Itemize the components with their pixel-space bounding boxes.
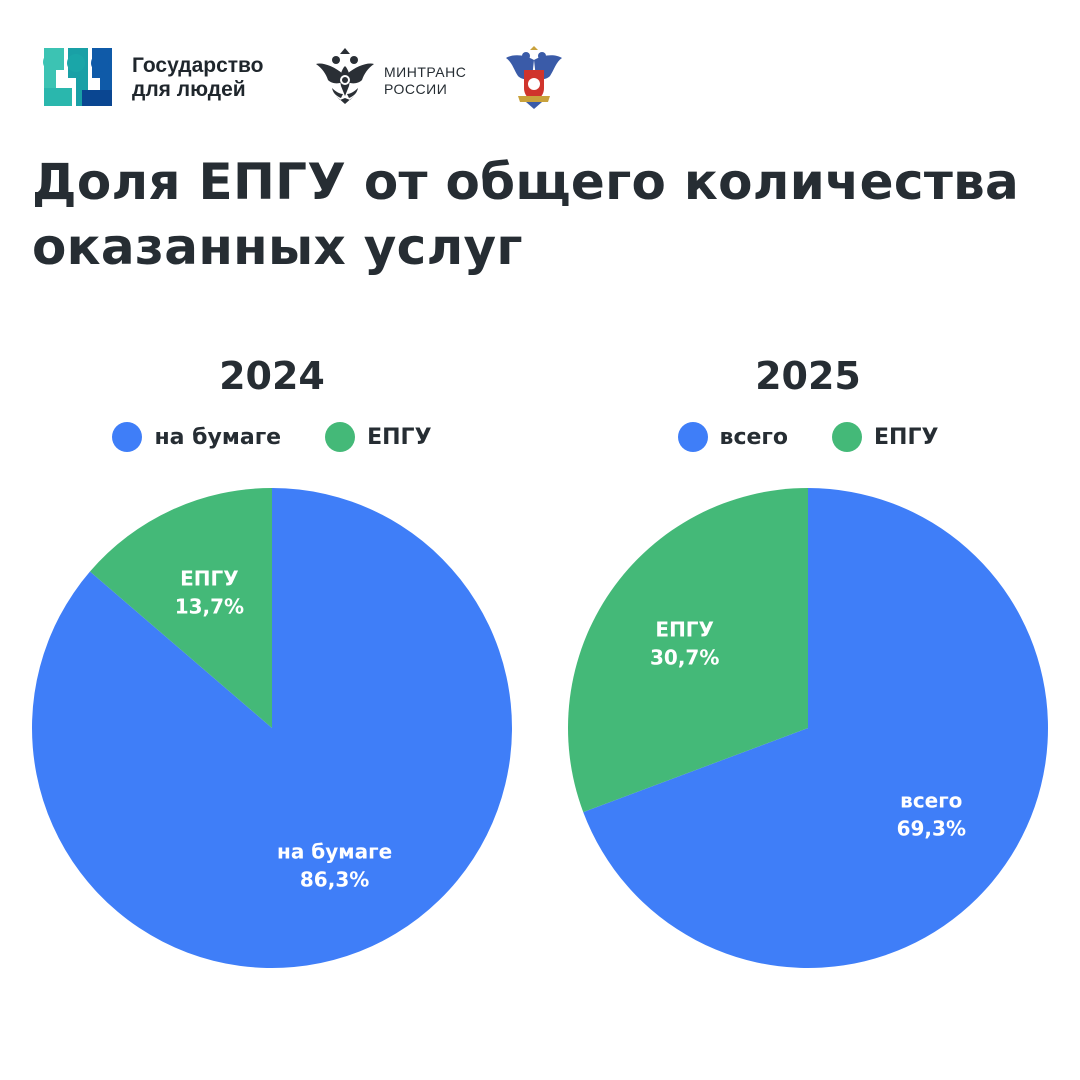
- brand-logo-icon: [43, 48, 112, 106]
- header: Государство для людей МИНТРАНС РОССИИ: [42, 44, 1042, 114]
- legend-label: ЕПГУ: [367, 424, 432, 450]
- slice-label: всего: [900, 789, 962, 813]
- legend-swatch: [677, 422, 708, 452]
- pie-chart-2024: 2024 на бумаге ЕПГУ на бумаге 86,3% ЕПГУ 13…: [2, 348, 542, 1048]
- ministry-name: МИНТРАНС РОССИИ: [384, 64, 466, 98]
- page-title: Доля ЕПГУ от общего количества оказанных…: [32, 150, 1032, 280]
- slice-label: ЕПГУ: [655, 618, 714, 642]
- slice-value-label: 30,7%: [650, 646, 719, 670]
- pie-slice: [31, 488, 512, 968]
- legend-label: на бумаге: [154, 424, 282, 450]
- legend-item: ЕПГУ: [832, 422, 938, 452]
- pie-slice: [568, 488, 808, 813]
- legend-item: ЕПГУ: [325, 422, 432, 452]
- slice-value-label: 86,3%: [300, 867, 369, 891]
- legend: на бумаге ЕПГУ: [2, 422, 542, 452]
- pie-plot: на бумаге 86,3% ЕПГУ 13,7%: [31, 488, 512, 968]
- legend-item: на бумаге: [112, 422, 281, 452]
- legend: всего ЕПГУ: [538, 422, 1078, 452]
- slice-label: ЕПГУ: [180, 567, 239, 591]
- legend-swatch: [325, 422, 356, 452]
- brand-name: Государство для людей: [132, 54, 264, 102]
- brand-line-2: для людей: [132, 78, 246, 101]
- chart-title: 2025: [755, 354, 861, 398]
- brand-line-1: Государство: [132, 54, 264, 77]
- pie-slice: [89, 488, 273, 728]
- legend-item: всего: [677, 422, 789, 452]
- slice-label: на бумаге: [277, 839, 392, 863]
- legend-swatch: [832, 422, 863, 452]
- chart-title: 2024: [219, 354, 325, 398]
- double-headed-eagle-icon: [316, 48, 374, 104]
- pie-chart-2025: 2025 всего ЕПГУ всего 69,3% ЕПГУ 30,7%: [538, 348, 1078, 1048]
- title-line-1: Доля ЕПГУ от общего количества: [32, 153, 1020, 211]
- slice-value-label: 13,7%: [175, 595, 244, 619]
- pie-slice: [583, 488, 1049, 968]
- title-line-2: оказанных услуг: [32, 218, 523, 276]
- ministry-line-1: МИНТРАНС: [384, 64, 467, 80]
- slice-value-label: 69,3%: [897, 817, 966, 841]
- pie-plot: всего 69,3% ЕПГУ 30,7%: [568, 488, 1049, 968]
- ministry-line-2: РОССИИ: [384, 81, 448, 97]
- legend-label: всего: [719, 424, 789, 450]
- legend-label: ЕПГУ: [874, 424, 939, 450]
- eagle-emblem-icon: [506, 46, 562, 109]
- legend-swatch: [112, 422, 143, 452]
